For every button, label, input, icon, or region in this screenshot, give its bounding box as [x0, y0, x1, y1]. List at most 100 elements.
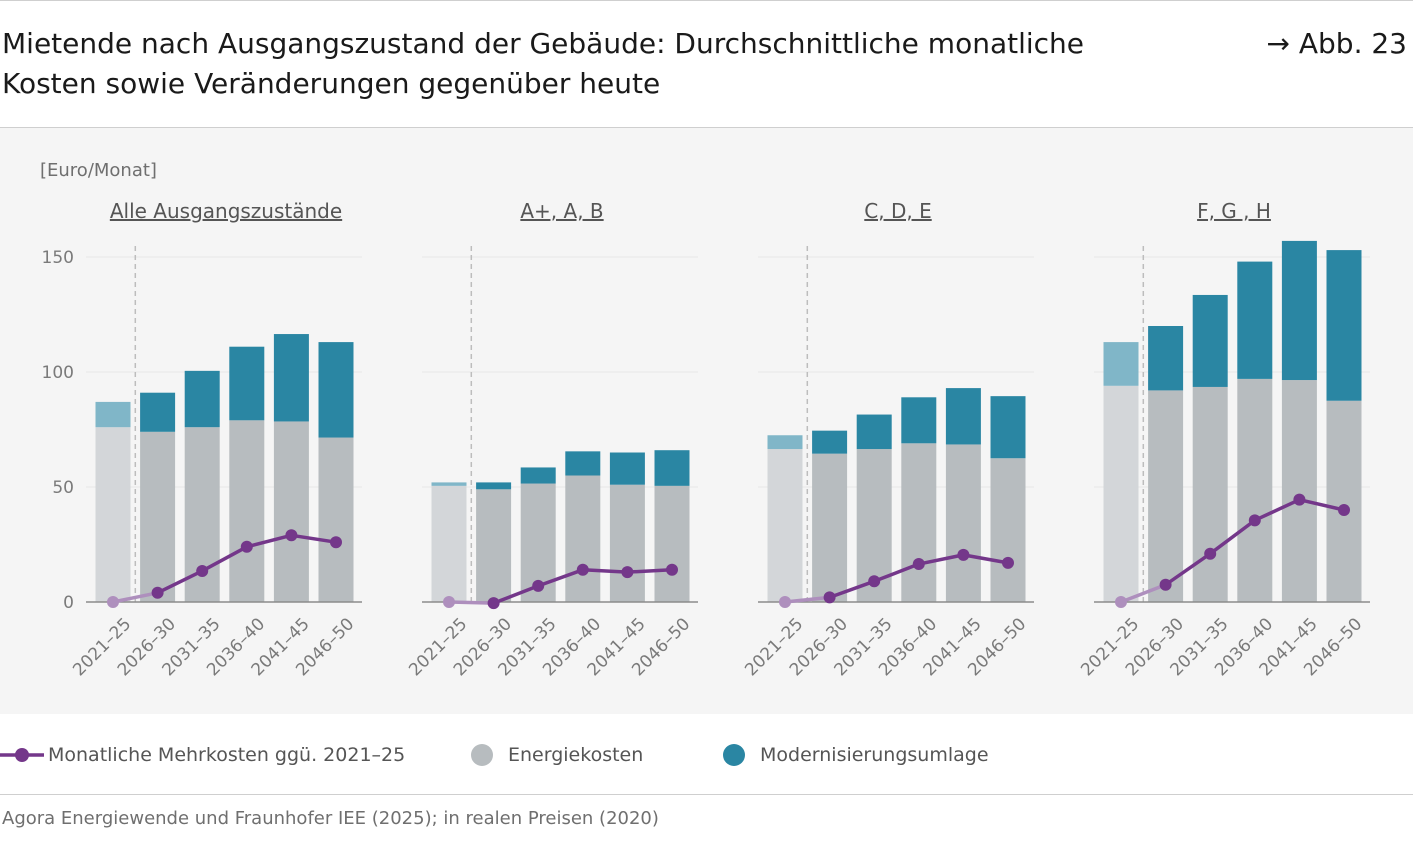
legend-energy-swatch	[471, 744, 493, 766]
y-tick-label-150: 150	[42, 248, 74, 268]
panel-3-line-point-2021-25	[779, 596, 791, 608]
panel-4-line-segment-1	[1120, 583, 1167, 604]
panel-3-line-segment-2	[829, 579, 875, 600]
panel-1-bar-energy-2036-40	[229, 420, 265, 602]
panel-4-line-segment-5	[1299, 497, 1345, 512]
panel-2-line-point-2046-50	[666, 563, 678, 576]
panel-2-bar-energy-2021-25	[431, 485, 467, 602]
panel-4-line-point-2026-30	[1159, 578, 1172, 591]
legend-modern-swatch	[723, 744, 745, 766]
y-tick-label-50: 50	[52, 478, 74, 498]
panel-4-bar-energy-2021-25	[1103, 385, 1139, 602]
panel-3-title: C, D, E	[864, 199, 931, 223]
panel-1-line-segment-1	[112, 591, 158, 604]
panel-4-line-point-2031-35	[1204, 547, 1217, 560]
panel-1-bar-energy-2046-50	[318, 437, 354, 602]
panel-3-line-segment-5	[963, 553, 1009, 565]
panel-4-line-point-2036-40	[1248, 514, 1261, 527]
panel-3-line-point-2036-40	[912, 558, 925, 571]
panel-3-line-segment-1	[784, 595, 830, 604]
y-tick-label-0: 0	[63, 593, 74, 613]
panel-1-line-point-2026-30	[151, 586, 164, 599]
top-rule	[0, 0, 1413, 1]
panel-1-bar-modern-2046-50	[318, 342, 354, 438]
panel-1-bar-energy-2041-45	[273, 421, 309, 602]
unit-label: [Euro/Monat]	[40, 160, 157, 181]
panel-2-line-point-2031-35	[532, 579, 545, 592]
panel-3-line-segment-4	[918, 553, 964, 566]
panel-2-bar-energy-2041-45	[609, 484, 645, 602]
panel-1-title: Alle Ausgangszustände	[110, 199, 342, 223]
y-tick-label-100: 100	[42, 363, 74, 383]
panel-1-bar-modern-2031-35	[184, 370, 220, 428]
panel-2-bar-modern-2031-35	[520, 467, 556, 484]
panel-4-bar-energy-2026-30	[1148, 390, 1184, 602]
panel-4-line-segment-4	[1254, 498, 1301, 522]
panel-4-line-segment-3	[1209, 518, 1256, 556]
panel-1-line-point-2021-25	[107, 596, 119, 608]
panel-1-line-segment-4	[246, 533, 292, 549]
panel-3-bar-modern-2021-25	[767, 435, 803, 450]
panel-4-bar-modern-2021-25	[1103, 342, 1139, 386]
panel-3-bar-energy-2041-45	[945, 444, 981, 602]
panel-2-title: A+, A, B	[520, 199, 603, 223]
panel-2-line-segment-5	[627, 568, 673, 574]
panel-4-bar-energy-2041-45	[1281, 380, 1317, 602]
panel-4-line-point-2021-25	[1115, 596, 1127, 608]
panel-3-line-point-2041-45	[957, 548, 970, 561]
panel-3-bar-modern-2041-45	[945, 388, 981, 445]
panel-2-bar-energy-2026-30	[476, 489, 512, 602]
panel-2-bar-energy-2036-40	[565, 475, 601, 602]
panel-1-line-point-2046-50	[330, 536, 342, 549]
panel-1-line-segment-5	[291, 533, 337, 544]
panel-1-bar-energy-2021-25	[95, 427, 131, 602]
panel-2-line-segment-1	[448, 600, 494, 605]
panel-2-line-segment-2	[492, 584, 539, 605]
legend-modern-label: Modernisierungsumlage	[760, 744, 989, 766]
source-note: Agora Energiewende und Fraunhofer IEE (2…	[2, 808, 659, 829]
panel-3-bar-modern-2031-35	[856, 414, 892, 450]
panel-2-bar-modern-2046-50	[654, 450, 690, 486]
source-rule	[0, 794, 1413, 795]
panel-2-line-point-2036-40	[576, 563, 589, 576]
panel-2-bar-modern-2036-40	[565, 451, 601, 476]
panel-4-line-segment-2	[1164, 552, 1212, 587]
chart-title-line-1: Mietende nach Ausgangszustand der Gebäud…	[2, 27, 1085, 60]
panel-1-bar-modern-2026-30	[140, 392, 176, 432]
legend: Monatliche Mehrkosten ggü. 2021–25 Energ…	[0, 735, 1413, 775]
figure-reference: → Abb. 23	[1266, 27, 1408, 60]
panel-3-bar-energy-2026-30	[812, 453, 848, 602]
legend-line-label: Monatliche Mehrkosten ggü. 2021–25	[48, 744, 406, 766]
panel-3-bar-energy-2021-25	[767, 449, 803, 602]
panel-3-line-segment-3	[873, 562, 920, 583]
panel-2-line-segment-3	[537, 568, 584, 588]
panel-1-bar-modern-2041-45	[273, 334, 309, 422]
panel-3-line-point-2046-50	[1002, 556, 1014, 569]
legend-item-energy: Energiekosten	[470, 735, 690, 775]
panel-4-bar-energy-2031-35	[1192, 386, 1228, 602]
panel-3-line-point-2026-30	[823, 591, 836, 604]
panel-3-bar-modern-2036-40	[901, 397, 937, 444]
chart-svg: [Euro/Monat] 0 50 100 150 Alle Ausgangszustän…	[40, 160, 1370, 680]
panel-4-title: F, G , H	[1197, 199, 1271, 223]
panel-2-bar-modern-2021-25	[431, 482, 467, 486]
chart-panel: [Euro/Monat] 0 50 100 150 Alle Ausgangszustän…	[0, 127, 1413, 714]
panel-4-line-point-2041-45	[1293, 493, 1306, 506]
panel-1-line-point-2036-40	[240, 540, 253, 553]
panel-4-bar-modern-2031-35	[1192, 294, 1228, 387]
panel-3-bar-modern-2026-30	[812, 430, 848, 454]
panel-1-bar-energy-2026-30	[140, 431, 176, 602]
panel-4-bar-modern-2046-50	[1326, 250, 1362, 401]
panel-2-line-point-2041-45	[621, 566, 634, 579]
panel-4-bar-energy-2046-50	[1326, 400, 1362, 602]
panel-2-line-point-2021-25	[443, 596, 455, 608]
panel-1-line-point-2031-35	[196, 564, 209, 577]
panel-3-bar-energy-2046-50	[990, 458, 1026, 602]
panel-4-line-point-2046-50	[1338, 504, 1350, 516]
panel-4-bar-modern-2036-40	[1237, 261, 1273, 379]
panel-1-bar-modern-2021-25	[95, 401, 131, 428]
legend-item-line: Monatliche Mehrkosten ggü. 2021–25	[0, 735, 460, 775]
legend-energy-label: Energiekosten	[508, 744, 644, 766]
panel-3-bar-modern-2046-50	[990, 396, 1026, 459]
panel-2-bar-energy-2046-50	[654, 485, 690, 602]
